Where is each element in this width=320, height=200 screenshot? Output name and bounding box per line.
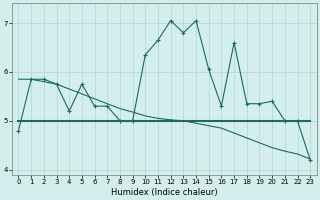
X-axis label: Humidex (Indice chaleur): Humidex (Indice chaleur) [111, 188, 218, 197]
